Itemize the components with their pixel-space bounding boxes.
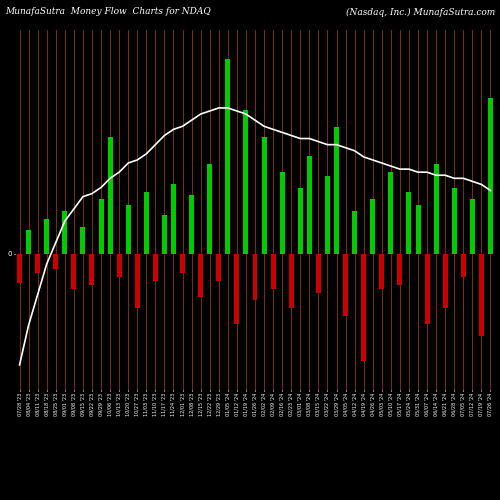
- Bar: [226, 59, 230, 254]
- Bar: [17, 254, 22, 283]
- Bar: [288, 254, 294, 308]
- Text: MunafaSutra  Money Flow  Charts for NDAQ: MunafaSutra Money Flow Charts for NDAQ: [5, 8, 211, 16]
- Bar: [334, 128, 339, 254]
- Bar: [442, 254, 448, 308]
- Bar: [116, 254, 121, 277]
- Bar: [270, 254, 276, 289]
- Bar: [80, 226, 86, 254]
- Bar: [280, 172, 284, 254]
- Bar: [62, 211, 68, 254]
- Bar: [244, 110, 248, 254]
- Bar: [171, 184, 176, 254]
- Bar: [216, 254, 222, 281]
- Bar: [470, 200, 475, 254]
- Bar: [262, 137, 266, 254]
- Bar: [416, 205, 420, 254]
- Bar: [26, 230, 31, 254]
- Bar: [135, 254, 140, 308]
- Bar: [424, 254, 430, 324]
- Bar: [252, 254, 258, 300]
- Bar: [298, 188, 303, 254]
- Bar: [406, 192, 412, 254]
- Bar: [153, 254, 158, 281]
- Bar: [72, 254, 76, 289]
- Bar: [108, 137, 112, 254]
- Bar: [325, 176, 330, 254]
- Bar: [307, 156, 312, 254]
- Bar: [380, 254, 384, 289]
- Bar: [90, 254, 94, 285]
- Text: (Nasdaq, Inc.) MunafaSutra.com: (Nasdaq, Inc.) MunafaSutra.com: [346, 8, 495, 16]
- Bar: [98, 200, 103, 254]
- Bar: [144, 192, 149, 254]
- Bar: [370, 200, 375, 254]
- Bar: [234, 254, 240, 324]
- Bar: [198, 254, 203, 296]
- Bar: [180, 254, 185, 273]
- Bar: [54, 254, 58, 270]
- Bar: [343, 254, 348, 316]
- Bar: [44, 219, 49, 254]
- Bar: [479, 254, 484, 336]
- Bar: [352, 211, 357, 254]
- Bar: [461, 254, 466, 277]
- Bar: [189, 196, 194, 254]
- Bar: [434, 164, 438, 254]
- Bar: [35, 254, 40, 273]
- Bar: [126, 205, 130, 254]
- Bar: [452, 188, 456, 254]
- Bar: [388, 172, 394, 254]
- Bar: [488, 98, 493, 254]
- Bar: [398, 254, 402, 285]
- Bar: [361, 254, 366, 361]
- Bar: [316, 254, 321, 292]
- Bar: [162, 215, 167, 254]
- Bar: [207, 164, 212, 254]
